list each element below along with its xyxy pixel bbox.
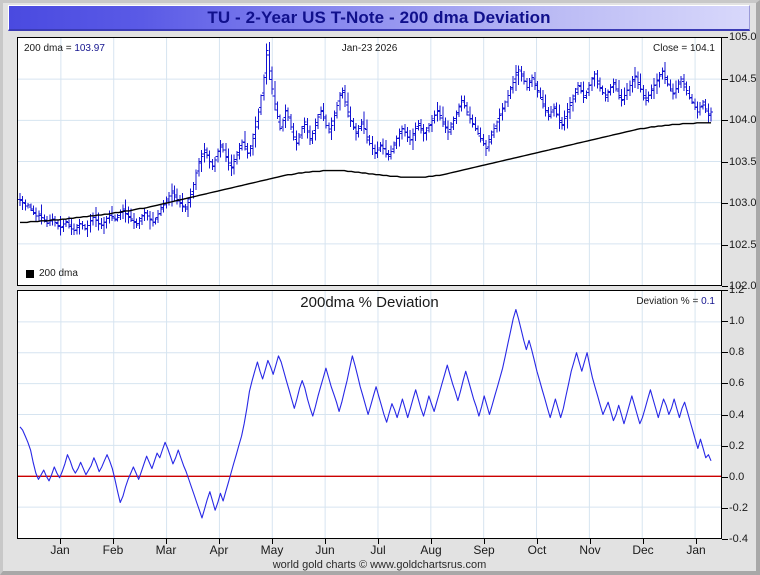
x-axis-tick-mark [696,539,697,544]
footer-credit: world gold charts © www.goldchartsrus.co… [272,559,487,571]
ma-readout: 200 dma = 103.97 [24,44,105,54]
y-axis-tick-label: 104.0 [729,114,757,126]
y-axis-tick-label: 1.2 [729,284,745,296]
y-axis-tick-label: 0.6 [729,377,745,390]
y-axis-tick-mark [722,244,728,246]
y-axis-tick-mark [722,78,728,80]
price-legend: 200 dma [26,269,78,279]
x-axis-tick-mark [537,539,538,544]
legend-label-200dma: 200 dma [39,268,78,279]
deviation-readout: Deviation % = 0.1 [636,297,715,307]
price-plot [18,38,721,285]
x-axis-tick-mark [272,539,273,544]
x-axis-tick-mark [378,539,379,544]
x-axis-tick-label: Feb [102,543,124,557]
y-axis-tick-label: 104.5 [729,72,757,85]
x-axis-tick-label: Jul [370,543,386,557]
x-axis-tick-mark [643,539,644,544]
y-axis-tick-label: 0.2 [729,439,745,452]
x-axis-tick-label: Jan [686,543,706,557]
y-axis-tick-label: 102.0 [729,280,757,292]
x-axis-tick-label: Apr [209,543,229,557]
close-readout: Close = 104.1 [653,44,715,54]
x-axis-tick-mark [590,539,591,544]
y-axis-tick-label: 102.5 [729,238,757,251]
y-axis-tick-label: 105.0 [729,31,757,43]
y-axis-tick-mark [722,476,728,478]
x-axis-tick-label: May [260,543,284,557]
y-axis-tick-mark [722,383,728,385]
x-axis-tick-label: Nov [579,543,601,557]
legend-swatch-icon [26,270,34,278]
y-axis-tick-mark [722,286,728,287]
y-axis-tick-label: 0.0 [729,470,745,483]
deviation-chart-panel: 200dma % Deviation Deviation % = 0.1 [17,290,722,539]
x-axis-tick-mark [166,539,167,544]
y-axis-tick-label: 1.0 [729,315,745,328]
deviation-readout-value: 0.1 [701,296,715,307]
x-axis-tick-label: Aug [420,543,442,557]
ma-readout-label: 200 dma = [24,43,75,54]
y-axis-tick-label: 103.5 [729,155,757,168]
y-axis-tick-mark [722,203,728,204]
x-axis-tick-label: Jun [315,543,335,557]
y-axis-tick-mark [722,539,728,540]
window-title-bar: TU - 2-Year US T-Note - 200 dma Deviatio… [8,5,750,31]
x-axis-tick-label: Mar [155,543,177,557]
close-readout-label: Close = [653,43,690,54]
y-axis-tick-mark [722,352,728,354]
price-chart-panel: 200 dma = 103.97 Jan-23 2026 Close = 104… [17,37,722,286]
x-axis-tick-mark [219,539,220,544]
y-axis-tick-label: 103.0 [729,197,757,209]
y-axis-tick-mark [722,445,728,447]
deviation-plot [18,291,721,538]
x-axis-tick-mark [60,539,61,544]
y-axis-tick-mark [722,161,728,163]
page-title: TU - 2-Year US T-Note - 200 dma Deviatio… [207,7,551,27]
y-axis-tick-label: 0.8 [729,346,745,359]
x-axis-tick-label: Oct [527,543,547,557]
y-axis-tick-mark [722,120,728,121]
y-axis-tick-label: -0.4 [729,533,748,545]
x-axis-tick-mark [484,539,485,544]
y-axis-tick-mark [722,37,728,38]
x-axis-tick-mark [325,539,326,544]
y-axis-tick-mark [722,507,728,509]
deviation-panel-title: 200dma % Deviation [300,294,439,311]
x-axis-tick-mark [113,539,114,544]
x-axis-tick-label: Jan [50,543,70,557]
x-axis-tick-label: Sep [473,543,495,557]
y-axis-tick-mark [722,290,728,291]
deviation-readout-label: Deviation % = [636,296,702,307]
y-axis-tick-mark [722,321,728,323]
date-readout: Jan-23 2026 [341,43,398,54]
x-axis-tick-label: Dec [632,543,654,557]
y-axis-tick-label: 0.4 [729,408,745,421]
y-axis-tick-mark [722,414,728,416]
x-axis-tick-mark [431,539,432,544]
ma-readout-value: 103.97 [74,43,105,54]
close-readout-value: 104.1 [689,43,715,54]
y-axis-tick-label: -0.2 [729,501,748,514]
